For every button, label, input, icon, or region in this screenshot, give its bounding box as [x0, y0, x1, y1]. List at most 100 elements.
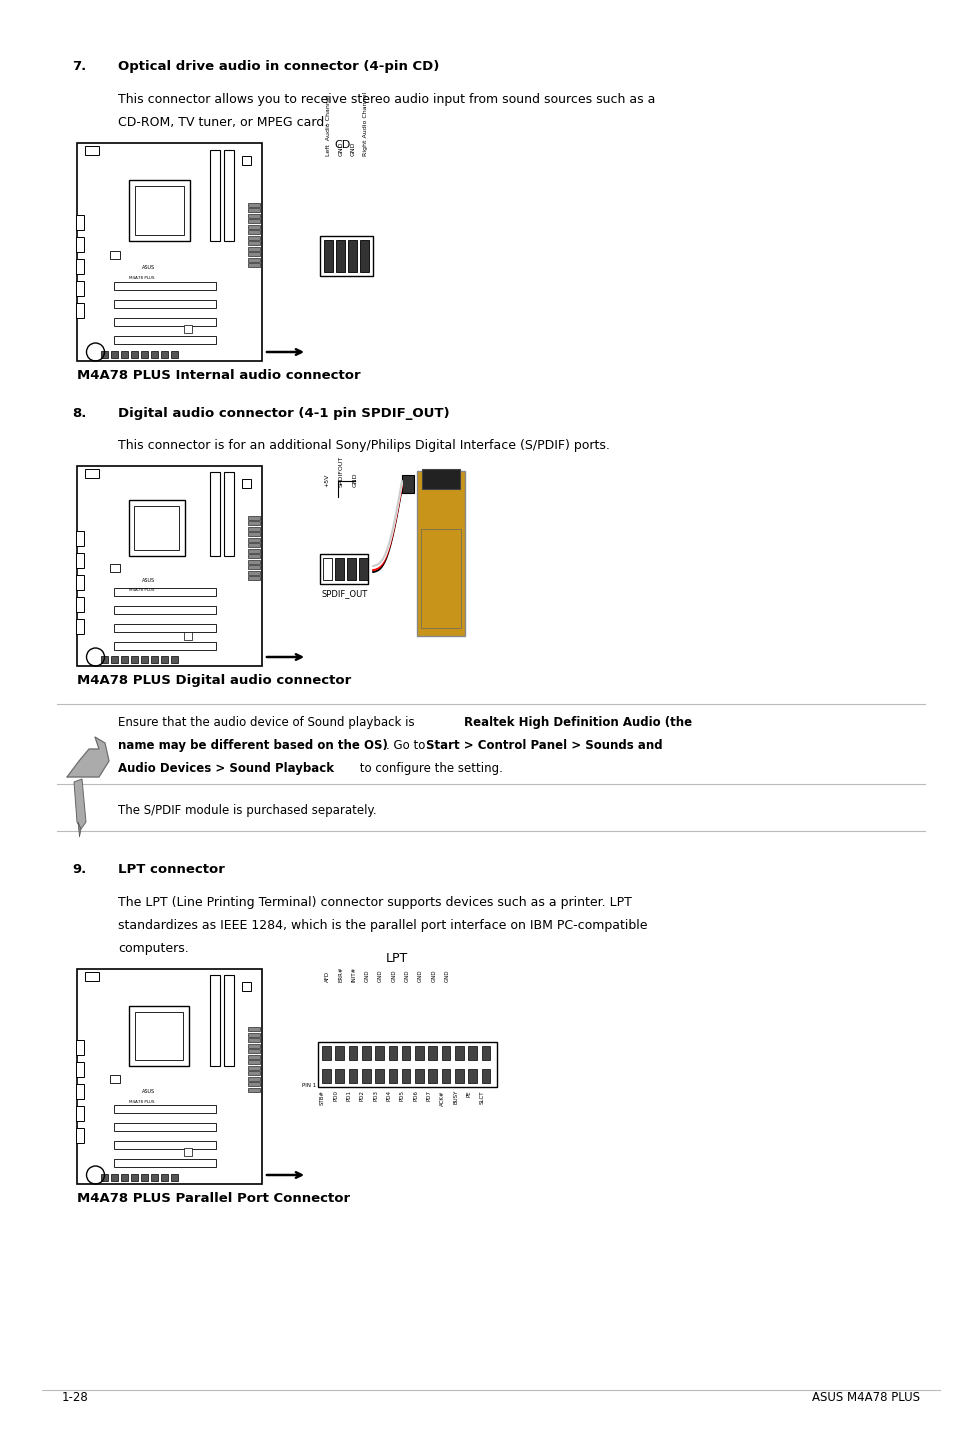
Bar — [76, 1040, 84, 1055]
Bar — [248, 263, 260, 268]
Text: INIT#: INIT# — [352, 967, 356, 982]
Text: Right Audio Channel: Right Audio Channel — [363, 92, 368, 156]
Bar — [242, 156, 251, 165]
Text: This connector allows you to receive stereo audio input from sound sources such : This connector allows you to receive ste… — [118, 93, 655, 106]
Text: The S/PDIF module is purchased separately.: The S/PDIF module is purchased separatel… — [118, 803, 376, 818]
Text: GND: GND — [431, 969, 436, 982]
Bar — [361, 1045, 370, 1060]
Bar — [441, 1045, 450, 1060]
Text: PD0: PD0 — [333, 1090, 338, 1101]
Bar — [248, 213, 260, 218]
Bar — [171, 656, 178, 663]
Bar — [210, 975, 220, 1065]
Bar — [375, 1070, 383, 1083]
Bar — [77, 465, 262, 666]
Bar — [248, 548, 260, 553]
Bar — [248, 537, 260, 541]
Bar — [76, 553, 84, 569]
Bar — [248, 576, 260, 580]
Bar — [141, 656, 148, 663]
Bar — [323, 558, 332, 580]
Bar — [151, 656, 158, 663]
Bar — [113, 624, 215, 632]
Bar — [76, 1106, 84, 1121]
Bar — [388, 1070, 396, 1083]
Bar — [161, 351, 168, 358]
Text: PE: PE — [466, 1090, 471, 1097]
Polygon shape — [78, 822, 81, 836]
Bar — [415, 1070, 423, 1083]
Text: M4A78 PLUS: M4A78 PLUS — [129, 276, 154, 281]
Bar — [76, 259, 84, 274]
Bar — [85, 470, 99, 478]
Bar — [441, 1070, 450, 1083]
Polygon shape — [74, 779, 86, 829]
Bar — [111, 1174, 118, 1181]
Bar — [113, 299, 215, 308]
Bar — [113, 1158, 215, 1167]
Bar — [248, 1050, 260, 1053]
Text: name may be different based on the OS): name may be different based on the OS) — [118, 739, 388, 752]
Polygon shape — [67, 737, 109, 778]
Text: M4A78 PLUS Digital audio connector: M4A78 PLUS Digital audio connector — [77, 674, 351, 687]
Text: PD6: PD6 — [413, 1090, 417, 1101]
Text: This connector is for an additional Sony/Philips Digital Interface (S/PDIF) port: This connector is for an additional Sony… — [118, 440, 609, 453]
Bar — [335, 241, 345, 272]
Bar — [248, 1032, 260, 1037]
Text: Start > Control Panel > Sounds and: Start > Control Panel > Sounds and — [426, 739, 662, 752]
Bar — [85, 146, 99, 155]
Text: M4A78 PLUS: M4A78 PLUS — [129, 589, 154, 591]
Bar — [248, 236, 260, 239]
Text: ERR#: ERR# — [338, 967, 343, 982]
Bar — [184, 325, 193, 332]
Bar — [161, 1174, 168, 1181]
Bar — [388, 1045, 396, 1060]
Bar — [348, 1045, 356, 1060]
Text: Ensure that the audio device of Sound playback is: Ensure that the audio device of Sound pl… — [118, 716, 418, 729]
Bar — [468, 1045, 476, 1060]
Text: Digital audio connector (4-1 pin SPDIF_OUT): Digital audio connector (4-1 pin SPDIF_O… — [118, 407, 449, 420]
Text: Realtek High Definition Audio (the: Realtek High Definition Audio (the — [463, 716, 691, 729]
Text: GND: GND — [338, 142, 343, 156]
Bar — [111, 351, 118, 358]
Bar — [401, 1070, 410, 1083]
Bar — [85, 972, 99, 981]
Text: PD1: PD1 — [346, 1090, 352, 1101]
Text: +5V: +5V — [324, 474, 329, 487]
Bar — [121, 1174, 128, 1181]
Bar — [129, 500, 185, 556]
Text: M4A78 PLUS Internal audio connector: M4A78 PLUS Internal audio connector — [77, 369, 360, 382]
Bar — [428, 1045, 436, 1060]
Bar — [224, 473, 233, 556]
Text: PD2: PD2 — [359, 1090, 364, 1101]
Bar — [111, 251, 120, 259]
Bar — [76, 531, 84, 546]
Bar — [101, 351, 108, 358]
Bar — [421, 470, 459, 488]
Bar — [129, 180, 190, 241]
Text: BUSY: BUSY — [453, 1090, 457, 1104]
Bar — [113, 318, 215, 325]
Bar — [113, 1141, 215, 1148]
Text: GND: GND — [377, 969, 383, 982]
Bar — [242, 478, 251, 488]
Bar — [76, 304, 84, 318]
Bar — [248, 231, 260, 235]
Text: 9.: 9. — [71, 863, 86, 876]
Bar — [242, 982, 251, 991]
Bar — [322, 1070, 331, 1083]
Text: ASUS M4A78 PLUS: ASUS M4A78 PLUS — [811, 1390, 919, 1403]
Bar — [151, 351, 158, 358]
Text: Audio Devices > Sound Playback: Audio Devices > Sound Playback — [118, 762, 334, 775]
Text: GND: GND — [351, 142, 355, 156]
Text: ASUS: ASUS — [142, 577, 154, 583]
Bar — [358, 558, 368, 580]
Bar — [319, 554, 368, 584]
Bar — [248, 208, 260, 212]
Text: computers.: computers. — [118, 942, 189, 955]
Bar — [101, 1174, 108, 1181]
Bar — [129, 1005, 189, 1065]
Bar — [111, 1075, 120, 1083]
Bar — [224, 975, 233, 1065]
Bar — [248, 1027, 260, 1031]
